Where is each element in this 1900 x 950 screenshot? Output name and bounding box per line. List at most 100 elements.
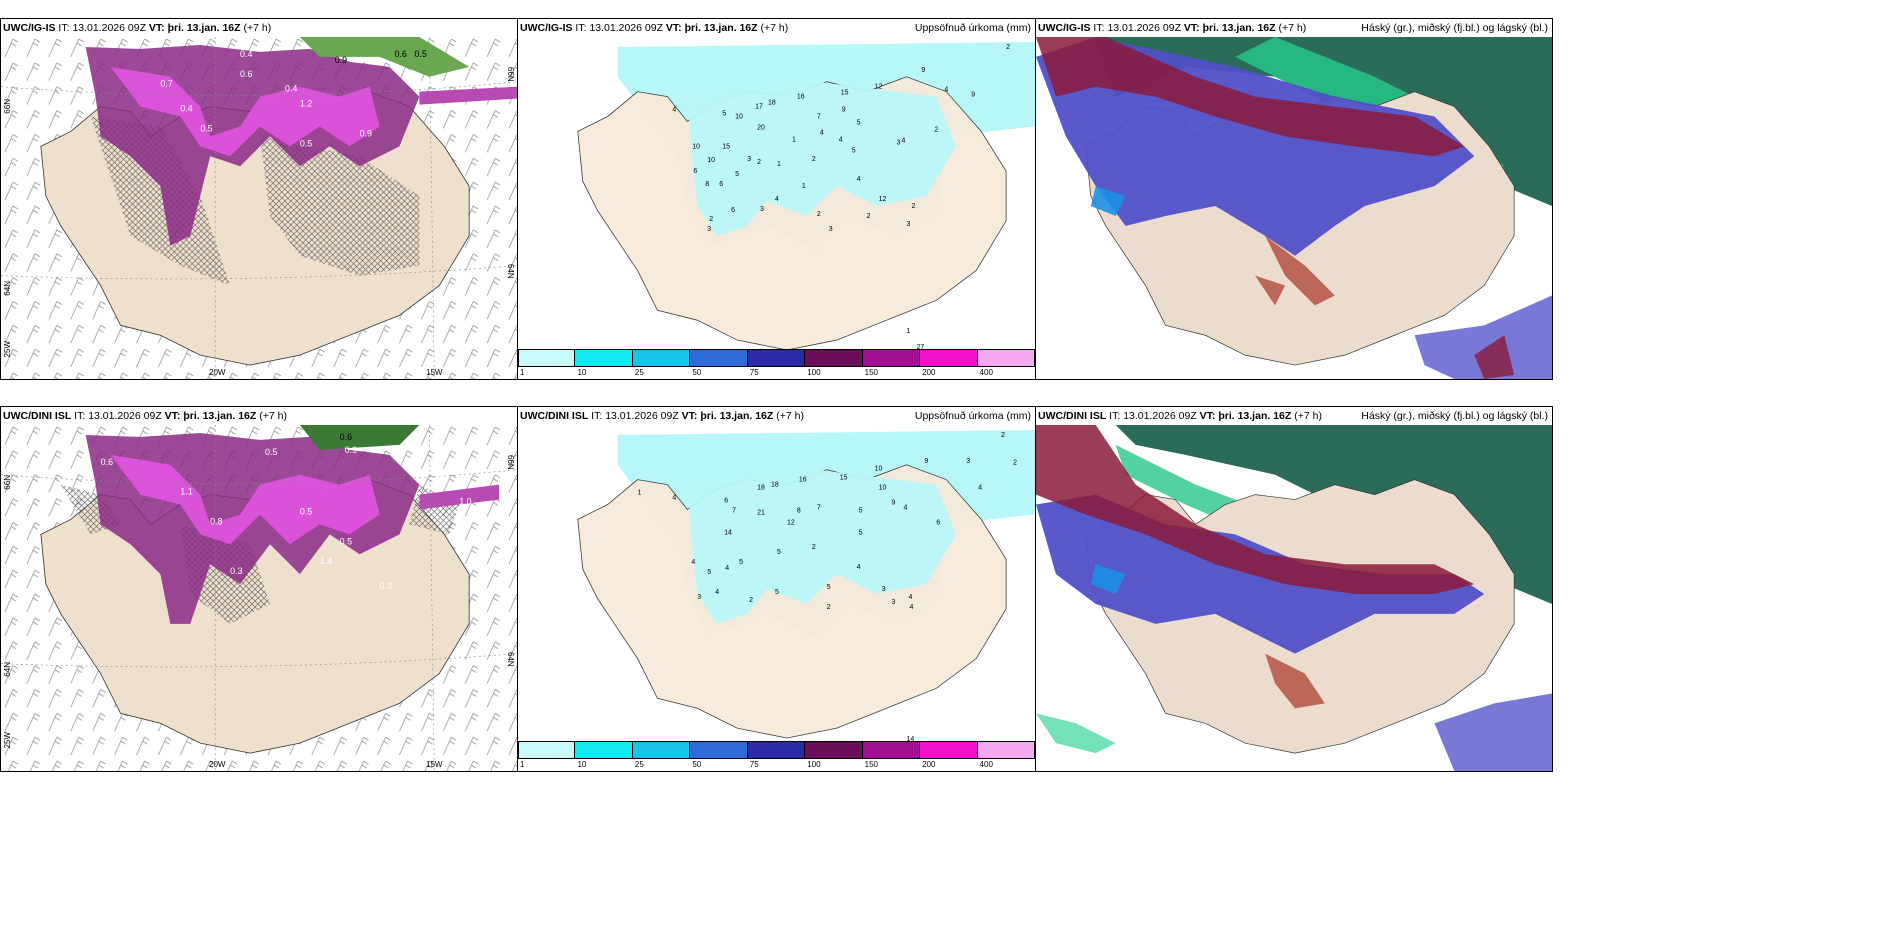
svg-text:4: 4 [820,129,824,136]
colorbar-tick: 75 [749,760,759,769]
colorbar-swatch [575,741,633,759]
colorbar-swatch [575,349,633,367]
panel-header: UWC/IG-IS IT: 13.01.2026 09Z VT: þri. 13… [1036,19,1552,37]
precip-colorbar: 1 10 25 50 75 100 150 200 400 [518,741,1035,771]
svg-text:4: 4 [909,604,913,611]
lat-label-66: 66N [3,99,12,114]
svg-text:8: 8 [705,181,709,188]
svg-text:16: 16 [799,477,807,484]
colorbar-tick: 400 [979,760,993,769]
svg-text:18: 18 [768,100,776,107]
valid-time: VT: þri. 13.jan. 16Z [1183,22,1276,34]
svg-text:7: 7 [817,113,821,120]
panel-header: UWC/DINI ISL IT: 13.01.2026 09Z VT: þri.… [1036,407,1552,425]
colorbar-swatch [632,741,691,759]
svg-text:9: 9 [921,67,925,74]
init-time: 13.01.2026 09Z [589,22,663,34]
wind-value: 1.0 [459,497,471,507]
svg-text:5: 5 [722,111,726,118]
svg-text:3: 3 [906,221,910,228]
svg-text:4: 4 [839,136,843,143]
svg-text:4: 4 [775,196,779,203]
wind-value: 0.4 [180,104,192,114]
lead-time: (+7 h) [1294,410,1322,422]
colorbar-tick: 100 [807,368,821,377]
wind-value: 0.7 [160,79,172,89]
wind-value: 0.9 [360,128,372,138]
svg-text:5: 5 [777,549,781,556]
svg-text:14: 14 [906,736,914,741]
lead-time: (+7 h) [776,410,804,422]
panel-header: UWC/IG-IS IT: 13.01.2026 09Z VT: þri. 13… [1,19,517,37]
svg-text:5: 5 [859,529,863,536]
colorbar-tick: 200 [922,368,936,377]
init-label: IT: [575,22,587,34]
svg-text:5: 5 [739,559,743,566]
colorbar-swatch [632,349,691,367]
wind-value: 0.3 [230,566,242,576]
colorbar-tick: 400 [979,368,993,377]
svg-text:1: 1 [802,183,806,190]
panel-dini-precip: UWC/DINI ISL IT: 13.01.2026 09Z VT: þri.… [517,406,1036,772]
svg-text:10: 10 [875,466,883,473]
wind-value: 0.3 [380,581,392,591]
svg-text:5: 5 [852,147,856,154]
svg-text:18: 18 [771,482,779,489]
svg-text:12: 12 [879,196,887,203]
model-name: UWC/DINI ISL [1038,410,1107,422]
svg-text:2: 2 [827,604,831,611]
wind-map: 0.6 0.5 0.9 0.4 0.7 0.5 1.2 0.9 0.6 0.4 … [1,37,517,379]
panel-title: Uppsöfnuð úrkoma (mm) [914,410,1031,422]
svg-text:20: 20 [757,124,765,131]
panel-dini-wind: UWC/DINI ISL IT: 13.01.2026 09Z VT: þri.… [0,406,518,772]
valid-time: VT: þri. 13.jan. 16Z [164,410,257,422]
wind-value: 1.4 [320,556,332,566]
svg-text:21: 21 [757,509,765,516]
colorbar-tick: 25 [634,760,644,769]
colorbar-tick: 200 [922,760,936,769]
colorbar-swatch [977,349,1035,367]
svg-text:27: 27 [916,344,924,349]
svg-text:15: 15 [722,143,730,150]
colorbar-swatch [518,741,576,759]
panel-title: Háský (gr.), miðský (fj.bl.) og lágský (… [1361,410,1548,422]
panel-title: Háský (gr.), miðský (fj.bl.) og lágský (… [1361,22,1548,34]
svg-text:5: 5 [857,119,861,126]
svg-text:6: 6 [731,207,735,214]
wind-value: 0.8 [210,516,222,526]
svg-text:7: 7 [732,507,736,514]
svg-text:4: 4 [944,87,948,94]
svg-text:3: 3 [747,156,751,163]
lat-label-64-right: 64N [506,652,515,667]
svg-text:5: 5 [735,171,739,178]
svg-text:3: 3 [882,586,886,593]
svg-text:4: 4 [672,495,676,502]
svg-text:2: 2 [709,216,713,223]
wind-value: 0.4 [285,84,297,94]
wind-value: 0.9 [335,55,347,65]
init-label: IT: [74,410,86,422]
svg-text:2: 2 [911,203,915,210]
init-time: 13.01.2026 09Z [1123,410,1197,422]
model-name: UWC/IG-IS [3,22,56,34]
model-name: UWC/IG-IS [520,22,573,34]
colorbar-swatch [920,741,978,759]
svg-text:9: 9 [924,458,928,465]
svg-text:1: 1 [777,161,781,168]
valid-time: VT: þri. 13.jan. 16Z [665,22,758,34]
lead-time: (+7 h) [1278,22,1307,34]
colorbar-swatch [920,349,978,367]
lat-label-64: 64N [3,281,12,296]
svg-text:10: 10 [692,143,700,150]
model-name: UWC/IG-IS [1038,22,1091,34]
svg-text:5: 5 [859,507,863,514]
lat-label-64: 64N [3,662,12,677]
wind-value: 1.1 [180,487,192,497]
wind-value: 0.5 [300,138,312,148]
svg-text:4: 4 [857,564,861,571]
svg-text:2: 2 [749,597,753,604]
wind-value: 0.5 [414,49,426,59]
precip-map: 2 9 4 9 12 16 18 15 4 17 10 5 20 10 7 4 1 9 5 4 2 3 10 15 2 1 5 4 4 1… [518,37,1035,349]
svg-text:14: 14 [724,529,732,536]
